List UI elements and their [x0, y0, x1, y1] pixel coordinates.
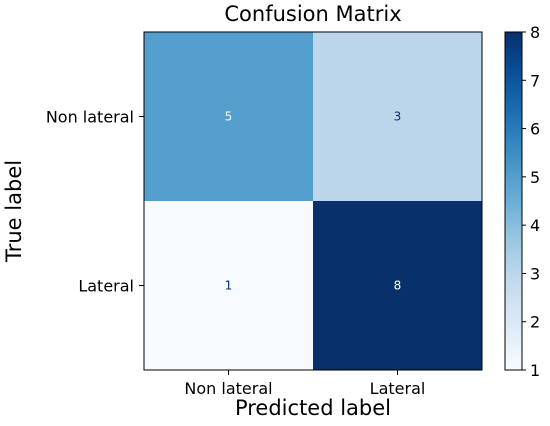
cell-value-label: 8 [394, 279, 402, 293]
cell-value-label: 1 [225, 279, 233, 293]
colorbar-tick-label: 6 [530, 120, 540, 139]
y-tick-label: Lateral [78, 277, 134, 296]
colorbar-tick-label: 7 [530, 71, 540, 90]
heatmap-cell [313, 32, 482, 201]
colorbar-tick-label: 3 [530, 264, 540, 283]
heatmap-cell [144, 32, 313, 201]
x-tick-label: Lateral [370, 379, 426, 398]
heatmap-cell [144, 201, 313, 370]
colorbar-tick-label: 1 [530, 361, 540, 380]
cell-value-label: 5 [225, 110, 233, 124]
colorbar-tick-label: 2 [530, 313, 540, 332]
x-tick-label: Non lateral [184, 379, 272, 398]
y-tick-label: Non lateral [46, 108, 134, 127]
colorbar [504, 31, 523, 371]
colorbar-tick-label: 4 [530, 216, 540, 235]
x-axis-label: Predicted label [234, 396, 392, 420]
cell-value-label: 3 [394, 110, 402, 124]
plot-frame [143, 31, 483, 371]
chart-title: Confusion Matrix [224, 2, 402, 26]
colorbar-tick-label: 8 [530, 23, 540, 42]
heatmap-cell [313, 201, 482, 370]
colorbar-tick-label: 5 [530, 168, 540, 187]
